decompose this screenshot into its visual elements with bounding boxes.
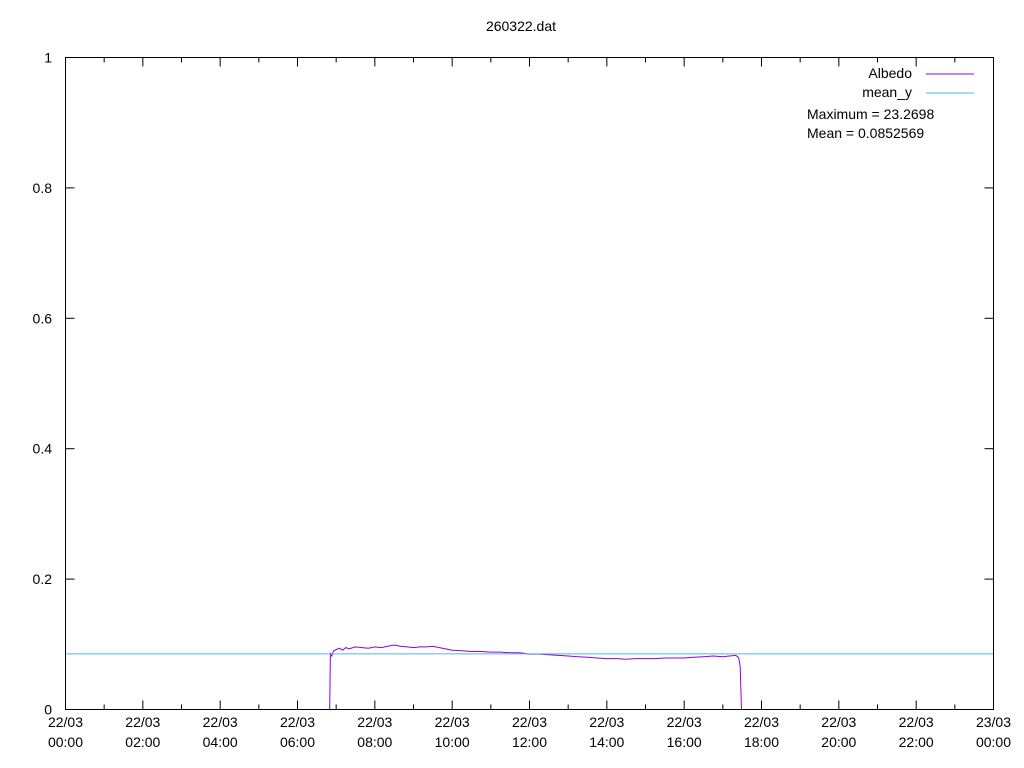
x-tick-label: 23/03 00:00: [976, 714, 1011, 750]
x-tick-label: 22/03 18:00: [744, 714, 779, 750]
x-tick-label: 22/03 12:00: [512, 714, 547, 750]
annotation-maximum: Maximum = 23.2698: [807, 106, 934, 122]
legend-label-albedo: Albedo: [868, 65, 912, 81]
y-tick-label: 0.6: [33, 310, 53, 326]
chart-title: 260322.dat: [486, 18, 556, 34]
x-tick-label: 22/03 08:00: [357, 714, 392, 750]
y-tick-label: 0.4: [33, 441, 53, 457]
series-line-albedo: [329, 644, 742, 710]
annotation-mean: Mean = 0.0852569: [807, 125, 924, 141]
y-tick-label: 0.2: [33, 571, 53, 587]
x-tick-label: 22/03 16:00: [667, 714, 702, 750]
x-tick-label: 22/03 20:00: [821, 714, 856, 750]
x-tick-label: 22/03 00:00: [48, 714, 83, 750]
x-tick-label: 22/03 10:00: [435, 714, 470, 750]
x-tick-label: 22/03 22:00: [899, 714, 934, 750]
x-tick-label: 22/03 02:00: [125, 714, 160, 750]
plot-border: [65, 57, 994, 710]
y-tick-label: 0.8: [33, 180, 53, 196]
x-tick-label: 22/03 04:00: [203, 714, 238, 750]
legend-label-mean-y: mean_y: [862, 84, 912, 100]
y-tick-label: 1: [44, 50, 52, 66]
x-tick-label: 22/03 14:00: [589, 714, 624, 750]
y-tick-label: 0: [44, 702, 52, 718]
x-tick-label: 22/03 06:00: [280, 714, 315, 750]
